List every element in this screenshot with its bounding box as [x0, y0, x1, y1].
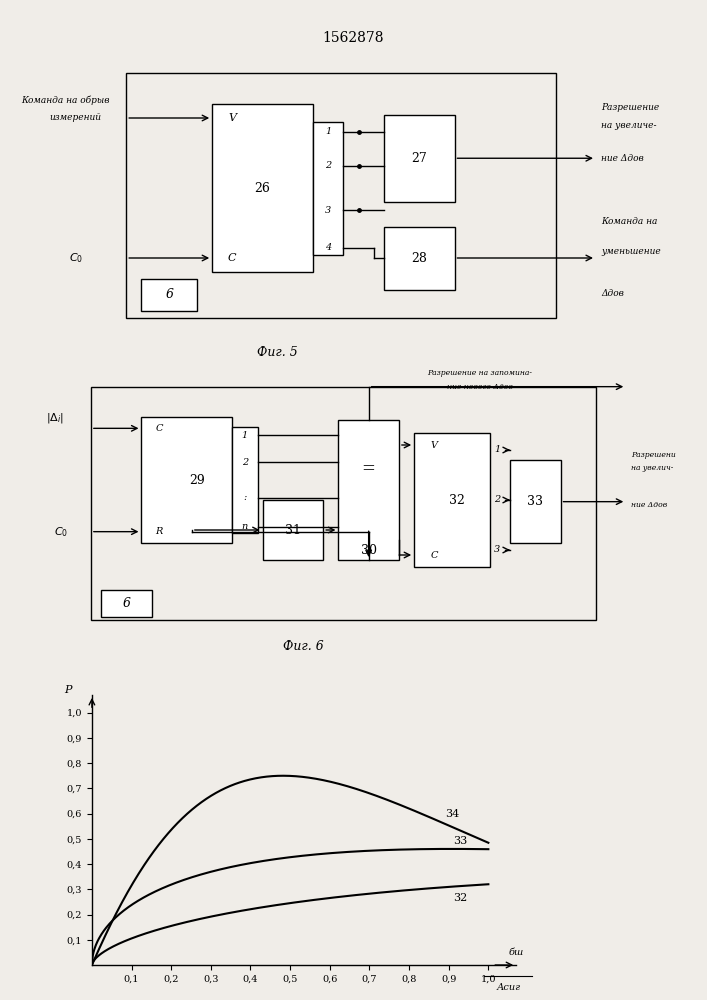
- Text: 34: 34: [445, 809, 459, 819]
- Text: Фиг. 6: Фиг. 6: [283, 640, 323, 653]
- Text: 2: 2: [242, 458, 248, 467]
- Text: уменьшение: уменьшение: [601, 246, 661, 255]
- Text: n: n: [242, 522, 248, 531]
- Bar: [127, 73, 556, 318]
- Text: 29: 29: [189, 474, 205, 487]
- Bar: [212, 104, 313, 272]
- Text: 33: 33: [527, 495, 543, 508]
- Text: ние Δдов: ние Δдов: [631, 501, 667, 509]
- Text: 1: 1: [325, 127, 332, 136]
- Text: 3: 3: [494, 546, 501, 554]
- Bar: [384, 114, 455, 202]
- Text: 1: 1: [242, 430, 248, 440]
- Text: 3: 3: [325, 206, 332, 215]
- Text: C: C: [156, 424, 163, 433]
- Text: 2: 2: [325, 161, 332, 170]
- Bar: [414, 433, 490, 567]
- Text: :: :: [243, 493, 247, 502]
- Text: измерений: измерений: [49, 113, 102, 122]
- Text: $C_0$: $C_0$: [54, 525, 68, 539]
- Text: Команда на: Команда на: [601, 217, 658, 226]
- Text: =: =: [362, 460, 375, 478]
- Text: 32: 32: [452, 893, 467, 903]
- Bar: [141, 417, 233, 543]
- Text: 6: 6: [122, 597, 130, 610]
- Text: $|\Delta_i|$: $|\Delta_i|$: [47, 411, 64, 425]
- Text: 30: 30: [361, 544, 377, 556]
- Bar: [384, 227, 455, 290]
- Text: 1562878: 1562878: [323, 30, 384, 44]
- Bar: [313, 121, 344, 254]
- Text: 26: 26: [255, 182, 271, 194]
- Bar: [141, 279, 197, 310]
- Text: 33: 33: [452, 836, 467, 846]
- Text: Разрешение на запомина-: Разрешение на запомина-: [427, 369, 532, 377]
- Text: C: C: [228, 253, 237, 263]
- Text: на увелич-: на увелич-: [631, 464, 674, 472]
- Text: 31: 31: [285, 524, 301, 536]
- Text: 1: 1: [494, 446, 501, 454]
- Text: 6: 6: [165, 288, 173, 301]
- Text: V: V: [228, 113, 236, 123]
- Text: Δдов: Δдов: [601, 288, 624, 298]
- Text: 32: 32: [449, 493, 465, 506]
- Text: 27: 27: [411, 152, 427, 165]
- Text: бш: бш: [508, 948, 524, 957]
- Text: ние Δдов: ние Δдов: [601, 154, 643, 163]
- Text: $C_0$: $C_0$: [69, 251, 83, 265]
- Bar: [101, 590, 151, 617]
- Bar: [233, 427, 257, 533]
- Text: на увеличе-: на увеличе-: [601, 120, 657, 129]
- Text: Разрешени: Разрешени: [631, 451, 676, 459]
- Bar: [91, 387, 596, 620]
- Text: P: P: [64, 685, 72, 695]
- Text: Команда на обрыв: Команда на обрыв: [21, 96, 110, 105]
- Text: Асиг: Асиг: [496, 983, 520, 992]
- Text: ние нового Δдов: ние нового Δдов: [447, 383, 513, 391]
- Bar: [510, 460, 561, 543]
- Bar: [339, 420, 399, 560]
- Text: 28: 28: [411, 251, 427, 264]
- Text: R: R: [156, 527, 163, 536]
- Text: 4: 4: [325, 243, 332, 252]
- Text: C: C: [431, 550, 438, 560]
- Bar: [262, 500, 323, 560]
- Text: V: V: [431, 440, 438, 450]
- Text: Фиг. 5: Фиг. 5: [257, 346, 298, 359]
- Text: 2: 2: [494, 495, 501, 504]
- Text: Разрешение: Разрешение: [601, 103, 659, 112]
